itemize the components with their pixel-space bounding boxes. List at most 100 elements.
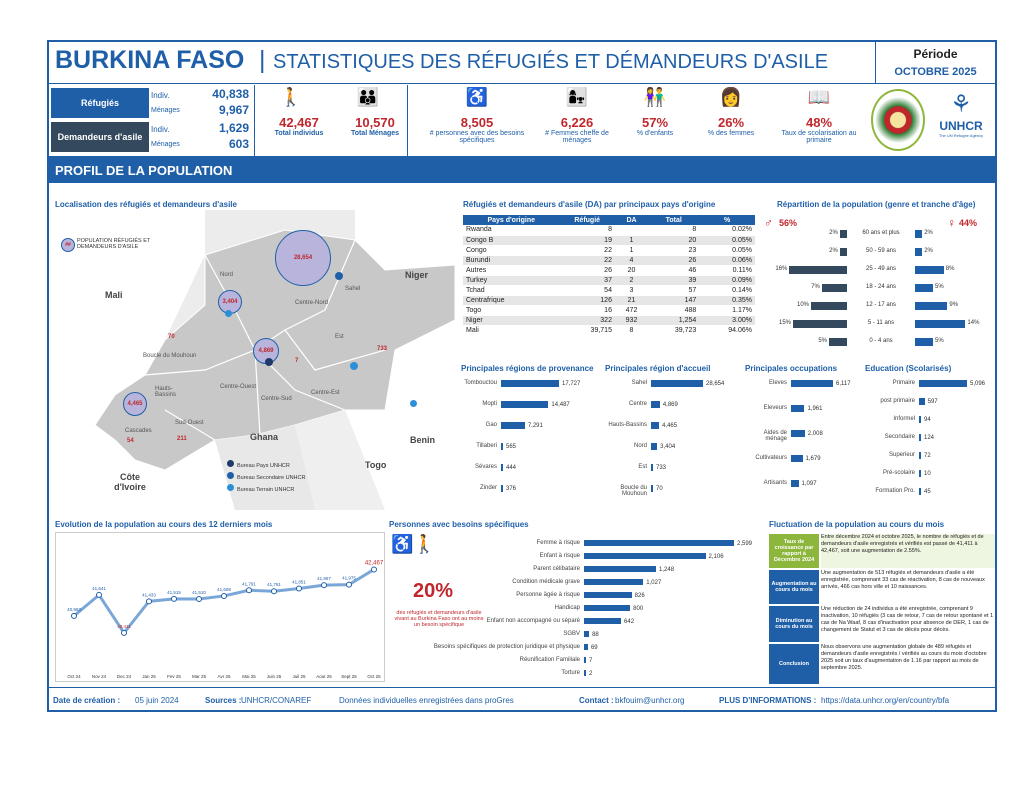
- walking-person-icon: 🚶: [279, 87, 303, 107]
- data-label: 41,641: [92, 586, 106, 591]
- bar-label: Handicap: [554, 605, 580, 611]
- stat-pct-femmes: 26%% des femmes: [707, 115, 755, 137]
- bar-label: SGBV: [563, 631, 580, 637]
- bar-label: Mopti: [482, 401, 497, 407]
- region-centre-nord: Centre-Nord: [295, 300, 329, 306]
- bar: [584, 670, 586, 676]
- fluctuation-text: Une augmentation de 513 réfugiés et dema…: [821, 570, 995, 604]
- office-marker: [265, 358, 273, 366]
- accueil-chart: Sahel 28,654 Centre 4,869 Hauts-Bassins 4,465…: [605, 376, 745, 506]
- refugies-menages-label: Ménages: [151, 107, 180, 114]
- period-box: Période OCTOBRE 2025: [875, 42, 995, 84]
- footer-note: Données individuelles enregistrées dans …: [339, 696, 514, 705]
- legend-bubble-label: POPULATION RÉFUGIÉS ET DEMANDEURS D'ASIL…: [77, 238, 151, 250]
- period-value: OCTOBRE 2025: [894, 66, 977, 78]
- bar: [919, 398, 925, 405]
- period-label: Période: [913, 47, 958, 61]
- table-row: Burundi 22 4 26 0.06%: [463, 255, 755, 266]
- refugies-indiv-value: 40,838: [212, 87, 249, 101]
- table-cell: Congo B: [463, 235, 560, 246]
- bar-label: Gao: [485, 422, 497, 428]
- pyramid-label-female: 5%: [935, 284, 944, 290]
- disability-icons: ♿🚶: [391, 534, 436, 554]
- map: ## POPULATION RÉFUGIÉS ET DEMANDEURS D'A…: [55, 210, 455, 510]
- footer-info-link[interactable]: https://data.unhcr.org/en/country/bfa: [821, 696, 950, 705]
- map-value-sud-ouest: 211: [177, 436, 187, 442]
- data-label: 41,851: [292, 579, 306, 584]
- x-tick-label: Jan 25: [142, 674, 156, 679]
- region-hauts-bassins: Hauts-Bassins: [155, 386, 177, 398]
- bar: [584, 618, 622, 624]
- bar: [584, 553, 706, 559]
- pyramid-bar-female: [915, 266, 944, 274]
- table-cell: 20: [614, 265, 649, 276]
- bar-value: 2,106: [708, 554, 724, 560]
- pyramid-bar-female: [915, 338, 933, 346]
- table-cell: 26: [559, 265, 615, 276]
- stat-total-menages: 10,570 Total Ménages: [350, 115, 400, 137]
- table-cell: Centrafrique: [463, 295, 560, 306]
- bar-value: 45: [924, 489, 931, 495]
- region-centre-ouest: Centre-Ouest: [220, 384, 257, 390]
- table-row: Congo B 19 1 20 0.05%: [463, 235, 755, 246]
- country-togo: Togo: [365, 460, 387, 470]
- table-cell: 39,723: [648, 325, 700, 336]
- table-cell: 26: [648, 255, 700, 266]
- bar-value: 5,096: [970, 381, 986, 387]
- footer-contact[interactable]: bkfouim@unhcr.org: [615, 696, 685, 705]
- table-row: Togo 16 472 488 1.17%: [463, 305, 755, 316]
- data-point: [171, 595, 177, 602]
- bar: [501, 485, 503, 492]
- region-cascades: Cascades: [125, 428, 152, 434]
- besoins-note: des réfugiés et demandeurs d'asile vivan…: [394, 610, 484, 628]
- provenance-chart: Tombouctou 17,727 Mopti 14,487 Gao 7,291 Tilla…: [461, 376, 601, 506]
- bar-value: 69: [590, 645, 598, 651]
- section-title: PROFIL DE LA POPULATION: [49, 157, 995, 183]
- data-point: [296, 585, 302, 592]
- bar-label: Réunification Familiale: [519, 657, 580, 663]
- bar-label: Cultivateurs: [755, 455, 787, 461]
- data-point: [121, 629, 127, 636]
- unhcr-logo: ⚘ UNHCR The UN Refugee Agency: [938, 91, 984, 138]
- footer-date: 05 juin 2024: [135, 696, 179, 705]
- bar: [584, 592, 632, 598]
- pyramid-bar-male: [839, 230, 847, 238]
- country-cote-divoire: Côte d'Ivoire: [114, 472, 146, 492]
- x-tick-label: Sept 25: [341, 674, 357, 679]
- bar: [791, 480, 799, 487]
- wheelchair-icon: ♿: [465, 87, 489, 107]
- table-cell: 94.06%: [699, 325, 755, 336]
- data-label: 41,957: [317, 576, 331, 581]
- title-country: BURKINA FASO: [55, 46, 245, 74]
- x-tick-label: Mar 25: [192, 674, 207, 679]
- stat-pct-enfants: 57%% d'enfants: [636, 115, 674, 137]
- region-est: Est: [335, 334, 344, 340]
- pyramid-bar-female: [915, 320, 966, 328]
- bar-value: 1,097: [801, 481, 817, 487]
- table-cell: 0.05%: [699, 245, 755, 256]
- table-row: Autres 26 20 46 0.11%: [463, 265, 755, 276]
- besoins-pct: 20%: [413, 580, 454, 602]
- fluctuation-text: Entre décembre 2024 et octobre 2025, le …: [821, 534, 995, 568]
- pays-table: Pays d'origine Réfugié DA Total% Rwanda 8 8 0.…: [463, 215, 755, 336]
- data-label: 40,963: [67, 607, 81, 612]
- country-mali: Mali: [105, 290, 123, 300]
- bar-label: Femme à risque: [536, 540, 580, 546]
- region-centre-est: Centre-Est: [311, 390, 340, 396]
- bar-label: Artisants: [763, 480, 787, 486]
- fluctuation-label: Taux de croissance par rapport à Décembr…: [769, 534, 819, 568]
- region-sud-ouest: Sud-Ouest: [175, 420, 204, 426]
- table-cell: 472: [614, 305, 649, 316]
- data-label: 41,433: [142, 592, 156, 597]
- family-icon: 👪: [356, 87, 380, 107]
- country-ghana: Ghana: [250, 432, 279, 442]
- fluctuation-title: Fluctuation de la population au cours du…: [769, 520, 945, 529]
- bar-value: 28,654: [706, 381, 725, 387]
- table-cell: 3.00%: [699, 315, 755, 326]
- bar: [584, 540, 734, 546]
- bar-value: 597: [927, 399, 938, 405]
- bar-value: 2,599: [737, 541, 753, 547]
- bar: [791, 455, 803, 462]
- x-tick-label: Nov 24: [92, 674, 107, 679]
- table-cell: Togo: [463, 305, 560, 316]
